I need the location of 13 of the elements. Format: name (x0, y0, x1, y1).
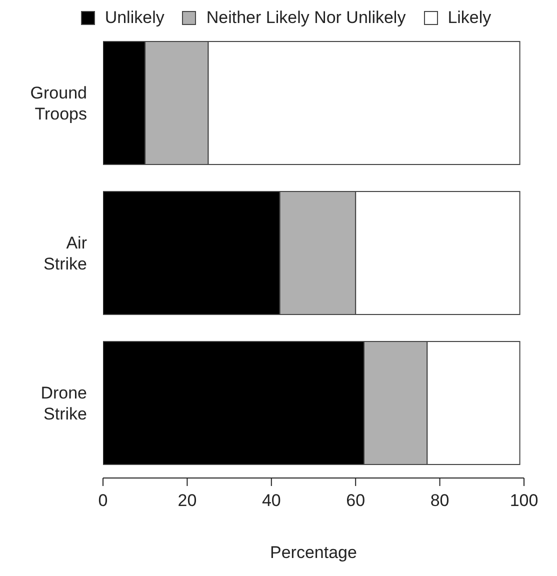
x-tick-label: 60 (346, 491, 366, 510)
legend-label: Likely (448, 8, 492, 28)
y-tick-label: Drone Strike (40, 384, 87, 424)
y-tick-label: Air Strike (44, 234, 88, 274)
x-tick-label: 80 (430, 491, 450, 510)
x-tick-label: 0 (98, 491, 108, 510)
x-tick-label: 20 (178, 491, 197, 510)
y-tick-label: Ground Troops (30, 84, 87, 124)
x-tick-label: 40 (262, 491, 281, 510)
legend-label: Unlikely (104, 8, 164, 28)
legend-label: Neither Likely Nor Unlikely (206, 8, 406, 28)
x-tick-label: 100 (510, 491, 538, 510)
x-axis-title: Percentage (270, 543, 357, 562)
